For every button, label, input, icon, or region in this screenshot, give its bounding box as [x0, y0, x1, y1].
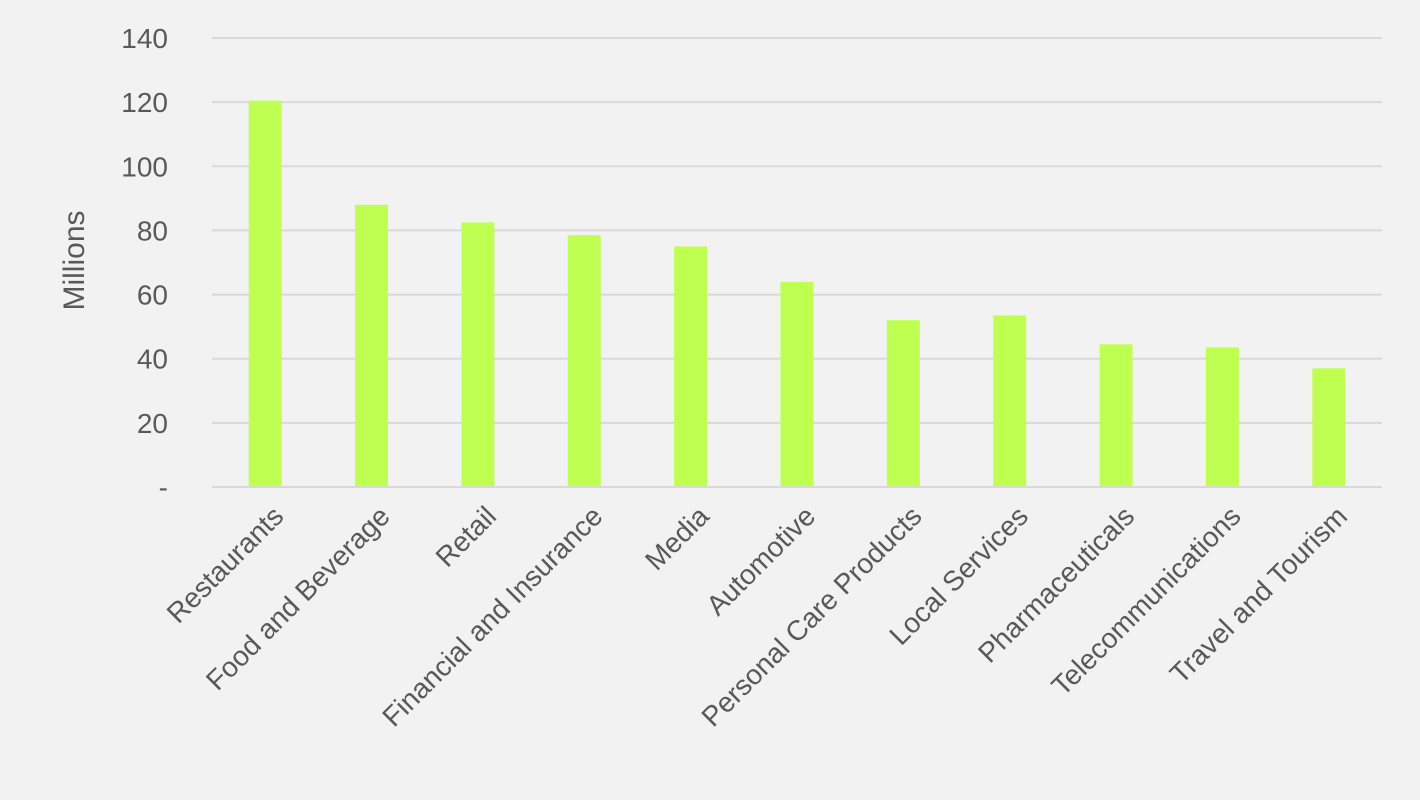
y-tick-label: 60: [137, 280, 168, 311]
y-tick-label: 140: [121, 23, 168, 54]
y-tick-label: -: [159, 472, 168, 503]
bar: [567, 235, 601, 487]
y-tick-label: 100: [121, 151, 168, 182]
y-tick-label: 20: [137, 408, 168, 439]
bar: [1099, 344, 1133, 487]
bar: [1312, 368, 1346, 487]
bar: [1205, 347, 1239, 487]
y-axis-title: Millions: [58, 210, 91, 310]
x-tick-label: Financial and Insurance: [376, 500, 608, 732]
y-axis-ticks: - 20 40 60 80 100 120 140: [121, 23, 168, 503]
y-tick-label: 40: [137, 344, 168, 375]
bar: [355, 204, 389, 487]
x-tick-label: Personal Care Products: [695, 500, 927, 732]
x-tick-label: Telecommunications: [1045, 500, 1246, 701]
bar: [886, 320, 920, 487]
x-tick-label: Food and Beverage: [200, 500, 396, 696]
bar: [993, 315, 1027, 487]
x-tick-label: Travel and Tourism: [1164, 500, 1353, 689]
bar: [780, 281, 814, 487]
bar: [674, 246, 708, 487]
bars: [212, 100, 1382, 488]
x-tick-label: Media: [639, 500, 715, 576]
bar: [461, 222, 495, 488]
x-tick-label: Retail: [430, 500, 503, 573]
bar: [248, 100, 282, 488]
y-tick-label: 80: [137, 215, 168, 246]
y-tick-label: 120: [121, 87, 168, 118]
